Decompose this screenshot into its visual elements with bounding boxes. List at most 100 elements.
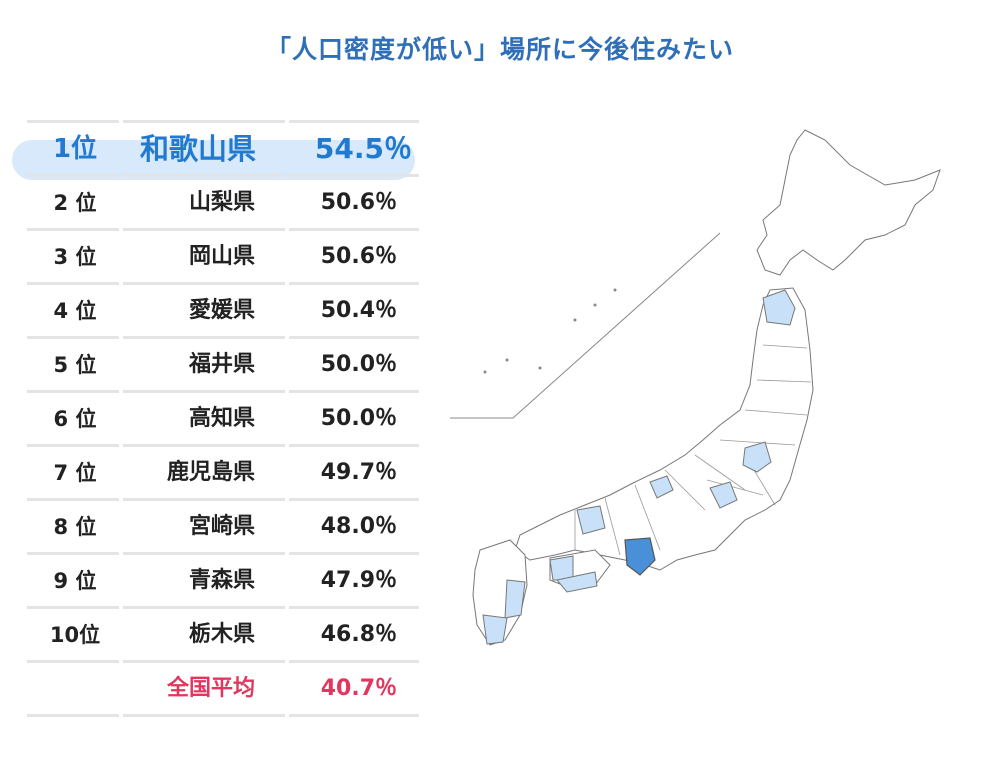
divider-segment	[123, 228, 285, 231]
row-divider	[27, 498, 419, 501]
rank-label	[27, 662, 123, 716]
row-divider	[27, 606, 419, 609]
ranking-row: 5 位 福井県 50.0％	[27, 338, 419, 392]
divider-segment	[289, 228, 419, 231]
percentage-value: 50.4％	[320, 298, 397, 323]
fukui-shape	[649, 475, 674, 499]
divider-segment	[289, 390, 419, 393]
aomori-shape	[762, 289, 796, 326]
prefecture-name: 山梨県	[188, 190, 255, 215]
divider-segment	[289, 282, 419, 285]
prefecture-name: 愛媛県	[188, 298, 255, 323]
page-title: 「人口密度が低い」場所に今後住みたい	[265, 35, 734, 64]
ehime-shape	[549, 555, 574, 581]
ranking-row: 3 位 岡山県 50.6％	[27, 230, 419, 284]
row-divider	[27, 444, 419, 447]
divider-segment	[289, 174, 419, 177]
prefecture-name: 和歌山県	[139, 132, 256, 166]
divider-segment	[123, 120, 285, 123]
honshu-shape	[514, 287, 814, 571]
row-divider	[27, 174, 419, 177]
divider-segment	[27, 336, 119, 339]
prefecture-name: 栃木県	[188, 622, 255, 647]
prefecture-name: 宮崎県	[188, 514, 255, 539]
prefecture-name: 福井県	[188, 352, 255, 377]
row-divider	[27, 660, 419, 663]
top-rank-highlight	[12, 140, 415, 180]
percentage-value: 50.6％	[320, 190, 397, 215]
percentage-value: 54.5％	[314, 132, 412, 165]
prefecture-name: 鹿児島県	[166, 460, 255, 485]
rank-label: 9 位	[53, 569, 97, 593]
hokkaido-shape	[756, 129, 941, 276]
okayama-shape	[576, 505, 606, 535]
rank-label: 10位	[49, 623, 101, 647]
wakayama-shape	[624, 537, 656, 576]
divider-segment	[27, 390, 119, 393]
percentage-value: 50.6％	[320, 244, 397, 269]
rank-label: 3 位	[53, 245, 97, 269]
national-average-row: 全国平均 40.7％	[27, 662, 419, 716]
row-divider	[27, 552, 419, 555]
rank-label: 6 位	[53, 407, 97, 431]
divider-segment	[27, 120, 119, 123]
divider-segment	[27, 498, 119, 501]
yamanashi-shape	[709, 481, 738, 509]
row-divider	[27, 120, 419, 123]
divider-segment	[27, 282, 119, 285]
divider-segment	[123, 390, 285, 393]
divider-segment	[123, 606, 285, 609]
divider-segment	[27, 606, 119, 609]
row-divider	[27, 714, 419, 717]
divider-segment	[123, 174, 285, 177]
divider-segment	[123, 660, 285, 663]
miyazaki-shape	[504, 579, 526, 619]
percentage-value: 40.7％	[320, 676, 397, 701]
japan-map	[450, 129, 941, 646]
row-divider	[27, 390, 419, 393]
percentage-value: 48.0％	[320, 514, 397, 539]
divider-segment	[289, 444, 419, 447]
divider-segment	[289, 336, 419, 339]
row-divider	[27, 282, 419, 285]
divider-segment	[123, 336, 285, 339]
divider-segment	[27, 660, 119, 663]
percentage-value: 46.8％	[320, 622, 397, 647]
divider-segment	[123, 498, 285, 501]
row-divider	[27, 228, 419, 231]
prefecture-name: 高知県	[188, 406, 255, 431]
divider-segment	[289, 552, 419, 555]
divider-segment	[289, 660, 419, 663]
divider-segment	[123, 444, 285, 447]
ranking-row: 7 位 鹿児島県 49.7％	[27, 446, 419, 500]
kochi-shape	[556, 571, 598, 593]
divider-segment	[289, 498, 419, 501]
ranking-row: 8 位 宮崎県 48.0％	[27, 500, 419, 554]
rank-label: 8 位	[53, 515, 97, 539]
divider-segment	[27, 444, 119, 447]
kagoshima-shape	[482, 614, 508, 645]
divider-segment	[123, 552, 285, 555]
ranking-row: 6 位 高知県 50.0％	[27, 392, 419, 446]
rank-label: 2 位	[53, 191, 97, 215]
ranking-row: 10位 栃木県 46.8％	[27, 608, 419, 662]
divider-segment	[123, 282, 285, 285]
prefecture-name: 岡山県	[188, 244, 255, 269]
ranking-row: 1位 和歌山県 54.5％	[27, 122, 419, 176]
ranking-row: 2 位 山梨県 50.6％	[27, 176, 419, 230]
rank-label: 4 位	[53, 299, 97, 323]
rank-label: 5 位	[53, 353, 97, 377]
prefecture-name: 全国平均	[166, 676, 255, 701]
rank-label: 7 位	[53, 461, 97, 485]
divider-segment	[289, 606, 419, 609]
percentage-value: 47.9％	[320, 568, 397, 593]
percentage-value: 49.7％	[320, 460, 397, 485]
divider-segment	[289, 714, 419, 717]
divider-segment	[289, 120, 419, 123]
divider-segment	[27, 228, 119, 231]
percentage-value: 50.0％	[320, 352, 397, 377]
prefecture-name: 青森県	[188, 568, 255, 593]
divider-segment	[27, 174, 119, 177]
tochigi-shape	[742, 441, 772, 473]
percentage-value: 50.0％	[320, 406, 397, 431]
